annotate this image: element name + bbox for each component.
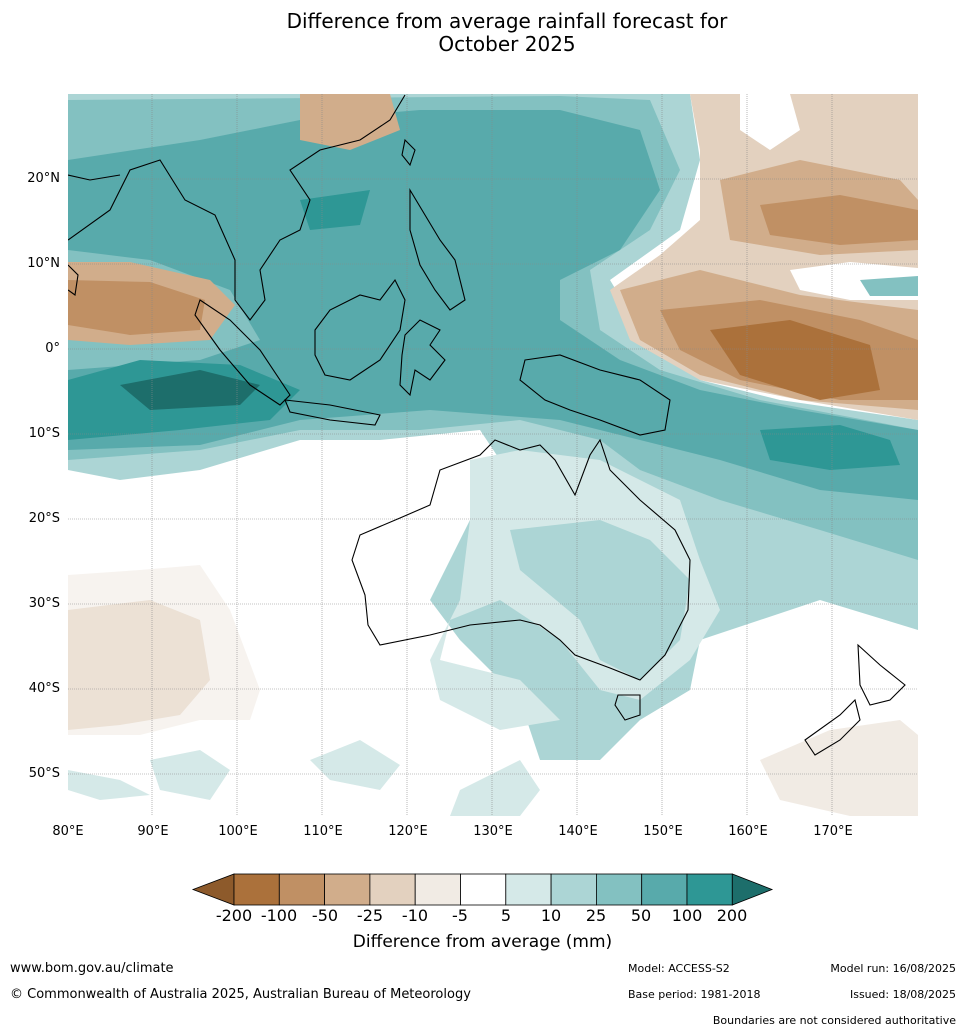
legend-tick-minus-50: -50 [311,906,339,925]
anomaly-shading [68,94,918,816]
footer-model: Model: ACCESS-S2 [628,962,730,975]
brown-southwest-light [68,565,260,735]
legend-tick-25: 25 [585,906,607,925]
legend-swatch-2 [324,873,371,906]
lon-label-170e: 170°E [813,824,853,839]
legend-title: Difference from average (mm) [352,932,613,952]
southern-ocean-teal [68,740,540,816]
legend-tick-200: 200 [716,906,748,925]
teal-band-core [68,190,900,470]
colour-bar-swatches [191,873,774,906]
philippines-coastline [409,188,466,311]
legend-tick-minus-25: -25 [356,906,384,925]
footer-model-run: Model run: 16/08/2025 [830,962,956,975]
sulawesi-coastline [399,319,446,397]
legend-swatch-above-max [731,873,774,906]
legend-tick-50: 50 [630,906,652,925]
legend-swatch-5 [460,873,507,906]
australia-teal [510,520,690,680]
lon-label-150e: 150°E [643,824,683,839]
lon-label-90e: 90°E [137,824,169,839]
legend-tick-100: 100 [671,906,703,925]
footer-disclaimer: Boundaries are not considered authoritat… [712,1014,956,1027]
legend-swatch-1 [278,873,325,906]
lat-label-40s: 40°S [28,681,60,696]
lon-label-100e: 100°E [218,824,258,839]
teal-pacific-patch [860,276,918,296]
coastlines [68,94,906,756]
borneo-coastline [314,278,406,381]
footer-base-period: Base period: 1981-2018 [628,988,761,1001]
legend-swatch-8 [596,873,643,906]
lat-label-0: 0° [45,341,60,356]
lon-label-160e: 160°E [728,824,768,839]
india-coastline [68,174,121,181]
legend-tick-minus-200: -200 [215,906,253,925]
graticule [68,94,918,816]
lon-label-110e: 110°E [303,824,343,839]
lon-label-130e: 130°E [473,824,513,839]
footer-website: www.bom.gov.au/climate [10,961,174,976]
legend-tick-minus-10: -10 [401,906,429,925]
taiwan-coastline [401,138,416,167]
lon-label-120e: 120°E [388,824,428,839]
lat-label-20n: 20°N [27,171,60,186]
new-guinea-coastline [519,354,671,436]
footer-copyright: © Commonwealth of Australia 2025, Austra… [10,987,471,1002]
java-coastline [284,399,381,426]
title-line-1: Difference from average rainfall forecas… [286,9,728,33]
map-title: Difference from average rainfall forecas… [0,10,965,56]
legend-tick-5: 5 [500,906,512,925]
footer-issued: Issued: 18/08/2025 [849,988,956,1001]
legend-swatch-4 [414,873,461,906]
new-zealand-south-coastline [804,698,861,756]
lon-label-80e: 80°E [52,824,84,839]
legend-swatch-10 [686,873,733,906]
legend-swatch-3 [369,873,416,906]
legend-swatch-below-min [191,873,235,906]
lat-label-10s: 10°S [28,426,60,441]
legend-swatch-9 [641,873,688,906]
new-zealand-north-coastline [857,643,906,706]
title-line-2: October 2025 [438,32,576,56]
lon-label-140e: 140°E [558,824,598,839]
sumatra-coastline [194,299,291,406]
brown-nz [760,720,918,816]
legend-tick-10: 10 [540,906,562,925]
australia-coastline [351,438,691,681]
brown-pacific-core [710,320,880,400]
asia-mainland-coastline [68,94,406,321]
lat-label-20s: 20°S [28,511,60,526]
legend-tick-minus-5: -5 [452,906,468,925]
brown-north [300,94,400,150]
legend-swatch-7 [550,873,597,906]
teal-band-peak [120,370,260,410]
lat-label-10n: 10°N [27,256,60,271]
brown-west-equatorial-core [68,280,205,335]
sri-lanka-coastline [68,264,79,296]
legend-tick-minus-100: -100 [260,906,298,925]
legend-swatch-6 [505,873,552,906]
lat-label-50s: 50°S [28,766,60,781]
tasmania-coastline [614,694,641,721]
lat-label-30s: 30°S [28,596,60,611]
legend-swatch-0 [233,873,280,906]
